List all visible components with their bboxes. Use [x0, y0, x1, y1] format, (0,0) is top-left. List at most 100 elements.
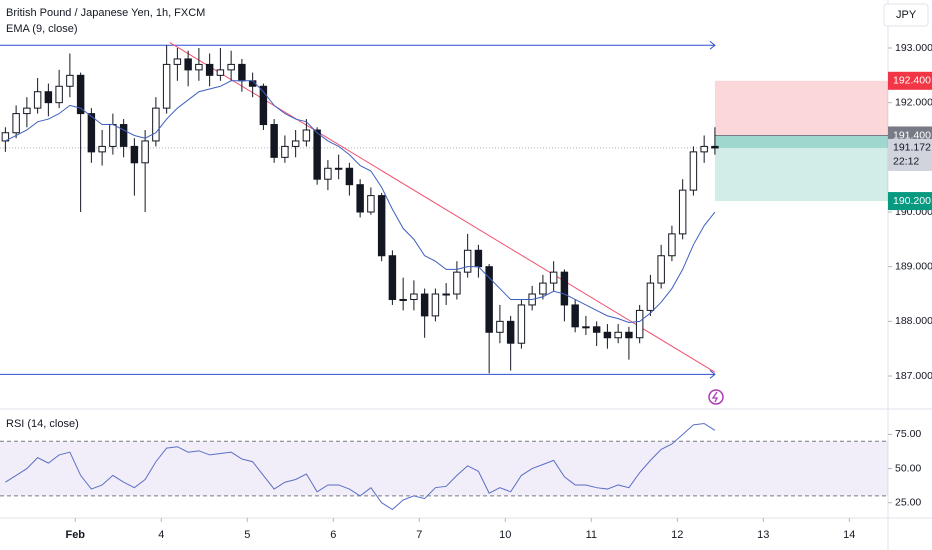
entry-price-label: 191.400: [893, 129, 931, 141]
target-price-label: 192.400: [893, 75, 931, 87]
candle-body: [625, 331, 633, 339]
rsi-label: RSI (14, close): [6, 418, 79, 430]
open-pnl-zone: [714, 135, 888, 148]
candle-body: [109, 124, 117, 147]
candle-body: [377, 195, 386, 257]
candle-body: [281, 145, 289, 158]
candle-body: [324, 167, 332, 180]
candle-body: [302, 129, 311, 142]
candle-body: [141, 140, 149, 164]
candle-body: [195, 63, 203, 71]
candle-body: [668, 233, 676, 257]
candle-body: [291, 140, 300, 147]
last-price-label: 191.172: [893, 142, 931, 154]
rsi-line: [5, 422, 716, 511]
chart-title: British Pound / Japanese Yen, 1h, FXCM: [6, 7, 205, 19]
candle-body: [23, 107, 31, 115]
target-price-label-box: [888, 71, 932, 90]
last-price-box: [888, 138, 932, 171]
candle-body: [87, 113, 96, 153]
candle-body: [700, 145, 708, 153]
x-tick-label: 4: [158, 529, 164, 541]
candle-body: [506, 320, 515, 344]
candle-body: [98, 145, 106, 153]
candle-body: [55, 85, 63, 104]
candle-body: [367, 195, 375, 213]
indicator-label: EMA (9, close): [6, 23, 78, 35]
y-tick-label: 187.000: [895, 370, 932, 382]
candle-body: [560, 271, 569, 306]
x-tick-label: 11: [586, 529, 597, 541]
alert-icon[interactable]: [708, 389, 724, 405]
candle-body: [689, 151, 698, 191]
candle-body: [130, 145, 139, 164]
candle-body: [646, 282, 655, 311]
candle-body: [496, 320, 504, 333]
candle-body: [173, 58, 182, 65]
candle-body: [270, 124, 278, 158]
countdown-label: 22:12: [893, 156, 919, 168]
candle-body: [474, 249, 483, 268]
candle-body: [399, 298, 407, 301]
candle-body: [119, 124, 128, 147]
rsi-tick-label: 50.00: [895, 462, 921, 474]
candle-body: [152, 107, 160, 142]
candle-body: [485, 266, 493, 333]
candle-body: [711, 145, 719, 149]
candle-body: [539, 282, 547, 295]
x-tick-label: 14: [843, 529, 855, 541]
y-tick-label: 188.000: [895, 315, 932, 327]
rsi-tick-label: 75.00: [895, 428, 921, 440]
candle-body: [259, 85, 268, 126]
candle-body: [549, 271, 558, 284]
candle-body: [313, 129, 321, 180]
currency-button[interactable]: [883, 3, 929, 27]
candle-body: [66, 74, 74, 87]
candle-body: [1, 132, 10, 142]
candle-body: [635, 309, 644, 339]
candle-body: [410, 293, 418, 300]
x-tick-label: 5: [244, 529, 250, 541]
candle-body: [334, 167, 343, 170]
y-tick-label: 193.000: [895, 42, 932, 54]
candle-body: [205, 63, 214, 76]
candle-body: [356, 184, 364, 213]
candle-body: [345, 167, 354, 186]
candle-body: [388, 255, 397, 300]
candle-body: [33, 91, 42, 109]
candle-body: [657, 255, 665, 284]
x-tick-label: 12: [671, 529, 683, 541]
stop-zone: [714, 135, 888, 202]
y-tick-label: 192.000: [895, 96, 932, 108]
ema-line: [5, 80, 716, 323]
candle-body: [592, 326, 601, 333]
candle-body: [582, 326, 590, 329]
candle-body: [420, 293, 429, 317]
currency-label[interactable]: JPY: [896, 9, 917, 21]
x-tick-label: 10: [499, 529, 511, 541]
level-arrow: [709, 40, 716, 50]
candle-body: [603, 331, 612, 339]
candle-body: [227, 63, 235, 71]
candle-body: [162, 63, 171, 109]
stop-price-label-box: [888, 192, 932, 211]
stop-price-label: 190.200: [893, 195, 931, 207]
plot-layer: 187.000188.000189.000190.000191.000192.0…: [0, 40, 932, 541]
candle-body: [517, 304, 526, 344]
candle-body: [571, 304, 579, 328]
candle-body: [614, 331, 622, 339]
alert-bolt: [711, 391, 719, 403]
x-tick-label: 7: [416, 529, 422, 541]
candle-body: [44, 91, 53, 104]
candle-body: [76, 74, 85, 115]
candle-body: [463, 249, 472, 273]
candle-body: [238, 63, 246, 82]
y-tick-label: 189.000: [895, 260, 932, 272]
candle-body: [12, 113, 20, 134]
target-zone: [714, 80, 888, 136]
candle-body: [431, 293, 440, 317]
level-arrow: [709, 369, 716, 379]
rsi-band: [0, 441, 888, 496]
